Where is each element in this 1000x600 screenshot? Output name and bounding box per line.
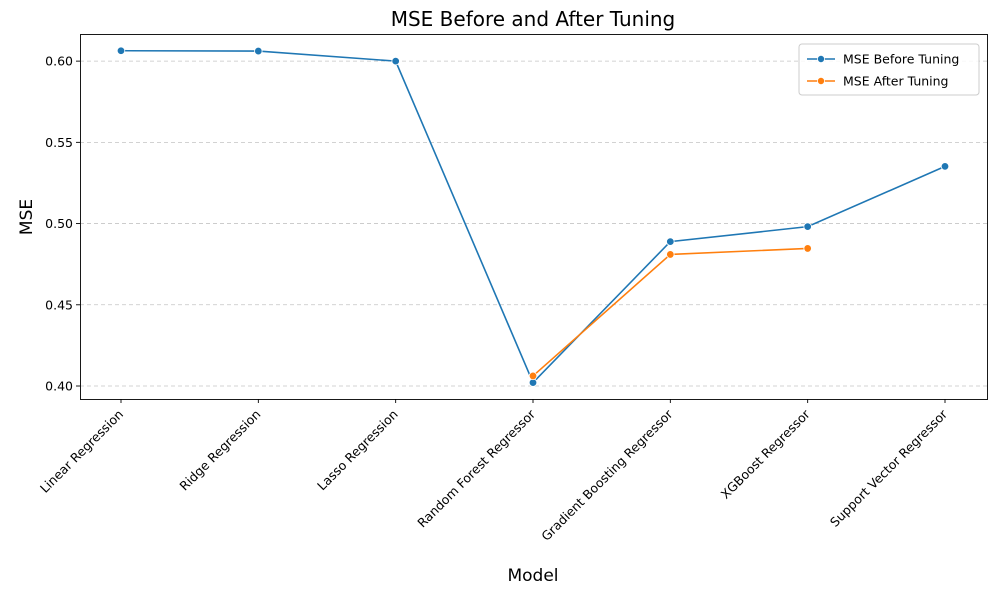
y-tick-label: 0.60 bbox=[45, 54, 73, 69]
series-0 bbox=[116, 46, 950, 387]
x-tick-label: Lasso Regression bbox=[314, 407, 401, 494]
legend-label-before: MSE Before Tuning bbox=[843, 52, 959, 67]
data-point bbox=[803, 222, 812, 231]
data-point bbox=[254, 46, 263, 56]
chart-title: MSE Before and After Tuning bbox=[391, 7, 676, 31]
data-point bbox=[803, 244, 812, 253]
x-tick-label: Ridge Regression bbox=[176, 407, 263, 494]
y-tick-label: 0.45 bbox=[45, 297, 73, 312]
data-point bbox=[528, 371, 538, 381]
data-point bbox=[666, 237, 675, 246]
legend-marker-before bbox=[817, 55, 826, 64]
legend-box bbox=[798, 43, 980, 96]
x-tick-label: Linear Regression bbox=[37, 407, 126, 496]
data-point bbox=[391, 56, 400, 66]
y-tick-label: 0.50 bbox=[45, 216, 73, 231]
series-1 bbox=[528, 244, 812, 381]
x-axis-title: Model bbox=[507, 566, 558, 586]
legend-label-after: MSE After Tuning bbox=[843, 74, 949, 89]
y-axis: 0.40 0.45 0.50 0.55 0.60 bbox=[45, 54, 80, 394]
grid-lines bbox=[80, 60, 987, 387]
plot-frame bbox=[80, 34, 988, 400]
legend-marker-after bbox=[817, 77, 826, 86]
data-point bbox=[666, 250, 675, 259]
x-tick-label: Support Vector Regressor bbox=[827, 406, 951, 530]
x-tick-label: XGBoost Regressor bbox=[718, 406, 814, 502]
x-axis: Linear Regression Ridge Regression Lasso R… bbox=[37, 399, 951, 544]
x-tick-label: Gradient Boosting Regressor bbox=[538, 406, 676, 544]
series-line bbox=[120, 49, 946, 385]
data-point bbox=[940, 162, 950, 171]
y-axis-title: MSE bbox=[17, 199, 37, 235]
legend: MSE Before Tuning MSE After Tuning bbox=[798, 43, 980, 96]
x-tick-label: Random Forest Regressor bbox=[414, 406, 538, 530]
y-tick-label: 0.55 bbox=[45, 135, 73, 150]
data-point bbox=[116, 46, 126, 55]
y-tick-label: 0.40 bbox=[45, 379, 73, 394]
series-line bbox=[532, 247, 808, 377]
series-group bbox=[116, 46, 950, 387]
